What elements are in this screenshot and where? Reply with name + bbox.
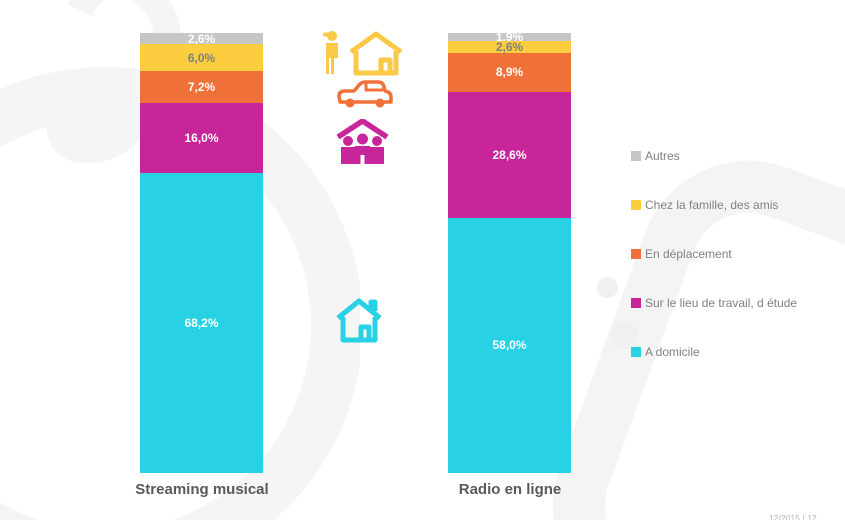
bar-segment-radio-en-ligne-sur-le-lieu-de-travail-d-e-tude: 28,6% xyxy=(448,91,571,218)
legend-label: Autres xyxy=(645,149,680,163)
bar-segment-value-label: 16,0% xyxy=(184,130,219,145)
axis-label-streaming-musical: Streaming musical xyxy=(135,481,269,498)
legend-item-autres: Autres xyxy=(631,149,797,163)
legend-swatch xyxy=(631,249,641,259)
legend-label: Sur le lieu de travail, d étude xyxy=(645,296,798,310)
person-and-home-icon xyxy=(323,31,403,76)
legend-swatch xyxy=(631,347,641,357)
legend-label: A domicile xyxy=(645,345,700,359)
bar-segment-value-label: 7,2% xyxy=(187,79,216,94)
legend-item-en-de-placement: En déplacement xyxy=(631,247,797,261)
radio-watermark-dot xyxy=(597,277,618,298)
axis-label-radio-en-ligne: Radio en ligne xyxy=(458,481,562,498)
legend-label: Chez la famille, des amis xyxy=(645,198,779,212)
bar-segment-streaming-musical-a-domicile: 68,2% xyxy=(140,172,263,473)
legend: Autres Chez la famille, des amis En déplac… xyxy=(631,149,797,394)
bar-radio-en-ligne: 1,9% 2,6% 8,9% 28,6% 58,0% xyxy=(448,30,571,473)
legend-item-sur-le-lieu-de-travail-d-e-tude: Sur le lieu de travail, d étude xyxy=(631,296,797,310)
bar-segment-value-label: 1,9% xyxy=(495,30,524,45)
car-icon xyxy=(337,80,393,108)
legend-item-a-domicile: A domicile xyxy=(631,345,797,359)
bar-segment-radio-en-ligne-a-domicile: 58,0% xyxy=(448,217,571,473)
bar-streaming-musical: 2,6% 6,0% 7,2% 16,0% 68,2% xyxy=(140,33,263,473)
bar-segment-radio-en-ligne-en-de-placement: 8,9% xyxy=(448,52,571,92)
home-icon xyxy=(336,298,382,343)
bar-segment-value-label: 2,6% xyxy=(495,40,524,55)
bar-segment-value-label: 6,0% xyxy=(187,50,216,65)
legend-swatch xyxy=(631,151,641,161)
bar-segment-streaming-musical-chez-la-famille-des-amis: 6,0% xyxy=(140,44,263,71)
legend-item-chez-la-famille-des-amis: Chez la famille, des amis xyxy=(631,198,797,212)
bar-segment-value-label: 68,2% xyxy=(184,315,219,330)
bar-segment-radio-en-ligne-autres: 1,9% xyxy=(448,30,571,45)
legend-swatch xyxy=(631,298,641,308)
bar-segment-radio-en-ligne-chez-la-famille-des-amis: 2,6% xyxy=(448,40,571,55)
family-under-roof-icon xyxy=(336,119,389,164)
legend-label: En déplacement xyxy=(645,247,732,261)
footer-page-note: 12/2015 | 12 xyxy=(769,514,817,520)
legend-swatch xyxy=(631,200,641,210)
bar-segment-streaming-musical-sur-le-lieu-de-travail-d-e-tude: 16,0% xyxy=(140,102,263,173)
bar-segment-value-label: 8,9% xyxy=(495,65,524,80)
bar-segment-streaming-musical-en-de-placement: 7,2% xyxy=(140,70,263,103)
bar-segment-value-label: 58,0% xyxy=(492,338,527,353)
bar-segment-streaming-musical-autres: 2,6% xyxy=(140,31,263,46)
bar-segment-value-label: 2,6% xyxy=(187,31,216,46)
bar-segment-value-label: 28,6% xyxy=(492,147,527,162)
